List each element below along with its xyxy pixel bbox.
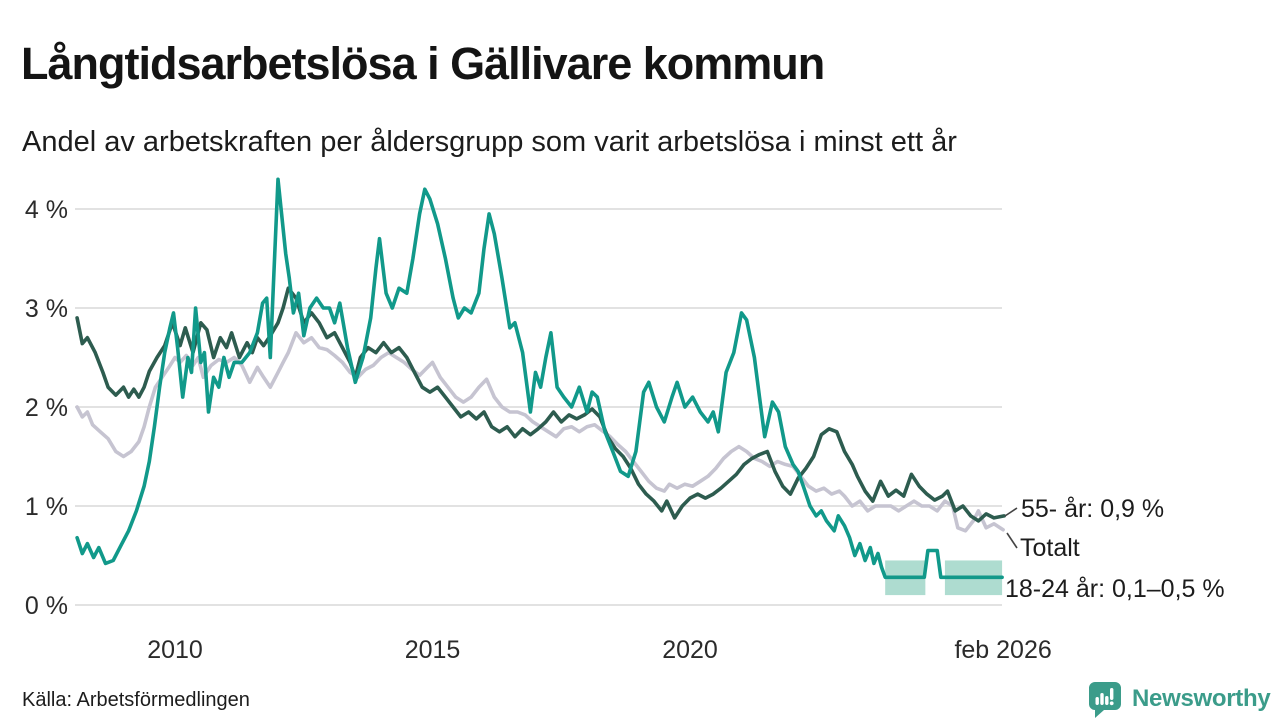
y-tick-label: 2 % xyxy=(25,394,68,422)
x-tick-label: 2020 xyxy=(662,636,718,664)
newsworthy-wordmark: Newsworthy xyxy=(1132,685,1271,712)
exclamation-dot xyxy=(1109,701,1114,706)
y-tick-label: 1 % xyxy=(25,493,68,521)
series-line-18-24-r xyxy=(75,177,1004,580)
bar-1 xyxy=(1095,697,1099,705)
series-end-label: 18-24 år: 0,1–0,5 % xyxy=(1005,575,1225,603)
y-tick-label: 4 % xyxy=(25,196,68,224)
series-end-label: 55- år: 0,9 % xyxy=(1021,495,1164,523)
bar-2 xyxy=(1100,693,1104,705)
exclamation-bar xyxy=(1110,688,1114,700)
bar-chart-speech-bubble-icon xyxy=(1089,682,1121,718)
label-connector-line xyxy=(1006,532,1018,549)
page-subtitle: Andel av arbetskraften per åldersgrupp s… xyxy=(22,126,957,158)
x-tick-label: 2010 xyxy=(147,636,203,664)
x-tick-label: 2015 xyxy=(405,636,461,664)
series-line-totalt xyxy=(75,330,1005,533)
bar-3 xyxy=(1105,696,1109,705)
label-connector-line xyxy=(1004,507,1018,517)
series-line-55-r xyxy=(75,286,1006,523)
newsworthy-branding: Newsworthy xyxy=(1085,679,1271,719)
y-tick-label: 3 % xyxy=(25,295,68,323)
y-tick-label: 0 % xyxy=(25,592,68,620)
x-tick-label: feb 2026 xyxy=(954,636,1051,664)
series-end-label: Totalt xyxy=(1020,534,1080,562)
page-title: Långtidsarbetslösa i Gällivare kommun xyxy=(21,38,825,90)
speech-bubble-shape xyxy=(1089,682,1121,718)
source-note: Källa: Arbetsförmedlingen xyxy=(22,689,250,711)
